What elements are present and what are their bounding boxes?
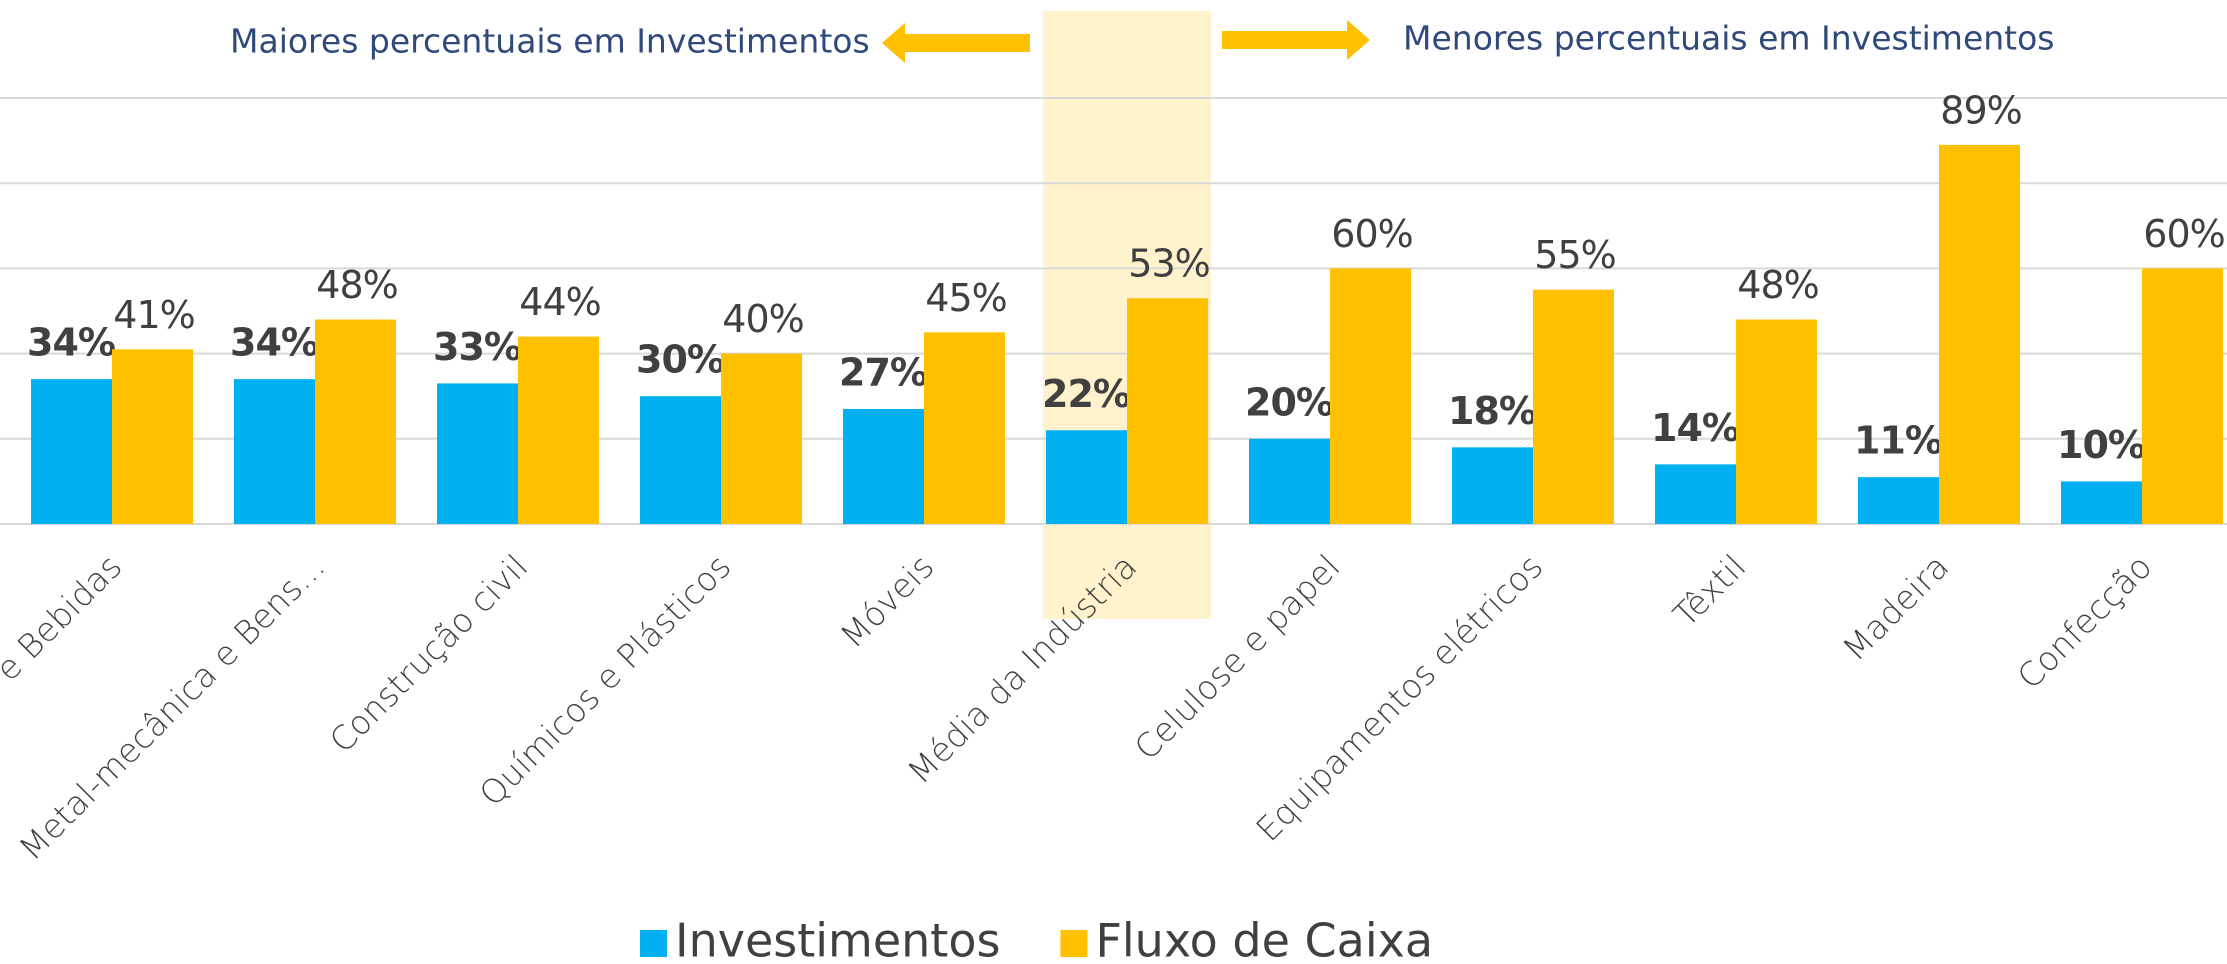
legend-label: Investimentos [675, 914, 1000, 964]
left-arrow [882, 23, 1030, 63]
left-annotation: Maiores percentuais em Investimentos [230, 22, 870, 61]
bar [437, 383, 518, 524]
data-label: 14% [1651, 406, 1739, 450]
data-label: 48% [316, 263, 397, 307]
bar [1046, 430, 1127, 524]
x-tick-label: Madeira [1835, 547, 1957, 669]
bar [1533, 289, 1614, 524]
data-label: 55% [1534, 233, 1615, 277]
bar [1452, 447, 1533, 524]
x-tick-label: Média da Indústria [900, 547, 1145, 792]
data-label: 41% [113, 293, 194, 337]
data-label: 34% [27, 321, 115, 365]
bar [1249, 438, 1330, 524]
x-tick-label: Construção civil [322, 547, 536, 761]
legend-swatch [1060, 930, 1088, 957]
bar [924, 332, 1005, 524]
data-label: 45% [925, 276, 1006, 320]
data-label: 60% [1331, 212, 1412, 256]
bar [1655, 464, 1736, 524]
bar [234, 379, 315, 524]
bar [721, 353, 802, 524]
bar [1858, 477, 1939, 524]
data-label: 27% [839, 350, 927, 394]
data-label: 22% [1042, 372, 1130, 416]
right-annotation: Menores percentuais em Investimentos [1403, 19, 2055, 58]
data-label: 20% [1245, 380, 1333, 424]
data-label: 60% [2143, 212, 2224, 256]
data-label: 89% [1940, 88, 2021, 132]
bar [2142, 268, 2223, 524]
bar [112, 349, 193, 524]
legend-label: Fluxo de Caixa [1095, 914, 1433, 964]
bar [31, 379, 112, 524]
data-label: 10% [2057, 423, 2145, 467]
data-label: 30% [636, 338, 724, 382]
legend-swatch [640, 930, 667, 957]
right-arrow [1222, 20, 1370, 60]
data-label: 11% [1854, 419, 1942, 463]
data-label: 44% [519, 280, 600, 324]
data-label: 40% [722, 297, 803, 341]
bar [1736, 319, 1817, 524]
bar [518, 336, 599, 524]
bar [315, 319, 396, 524]
x-tick-label: Confecção [2010, 547, 2160, 697]
bar [1330, 268, 1411, 524]
bar [640, 396, 721, 524]
bar [843, 408, 924, 524]
data-label: 48% [1737, 263, 1818, 307]
data-label: 33% [433, 325, 521, 369]
data-label: 53% [1128, 242, 1209, 286]
data-label: 18% [1448, 389, 1536, 433]
bar [1127, 298, 1208, 524]
x-tick-label: Móveis [833, 547, 942, 656]
data-label: 34% [230, 321, 318, 365]
x-tick-label: Têxtil [1666, 547, 1754, 635]
bar [2061, 481, 2142, 524]
bar [1939, 144, 2020, 525]
